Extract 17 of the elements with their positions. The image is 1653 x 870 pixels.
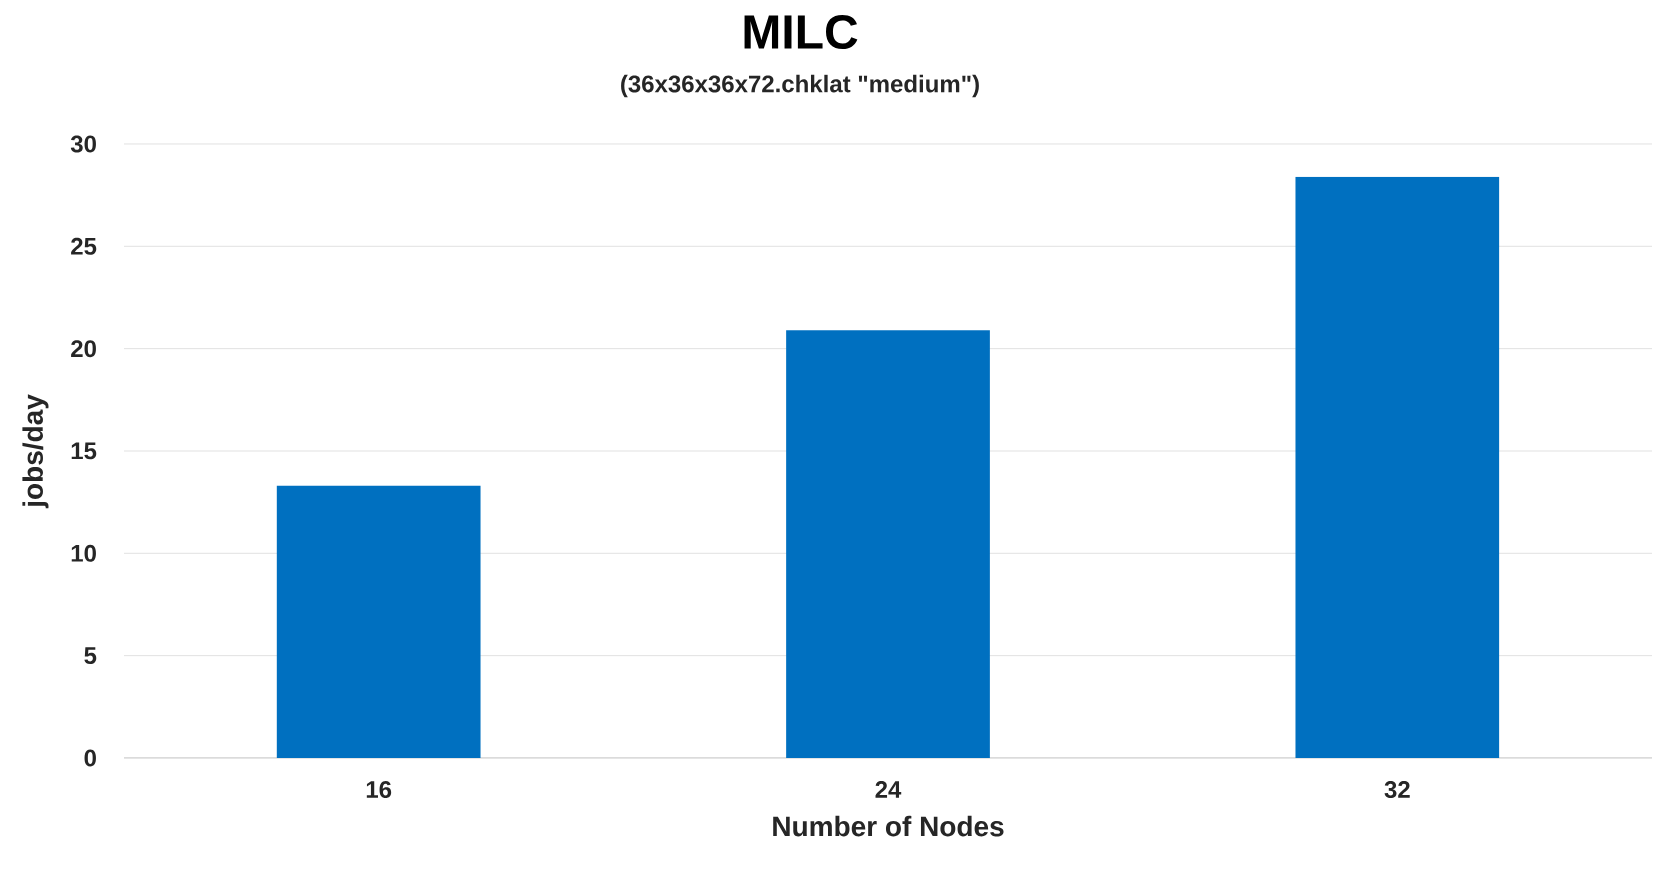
x-axis-title: Number of Nodes <box>773 815 1004 837</box>
y-tick-label: 5 <box>84 647 97 665</box>
x-tick-label: 16 <box>366 781 392 799</box>
y-tick-label: 0 <box>84 749 96 767</box>
y-axis-title: jobs/day <box>22 394 49 509</box>
x-tick-label: 32 <box>1384 781 1410 799</box>
bar <box>1295 176 1500 758</box>
x-tick-label: 24 <box>875 781 902 798</box>
y-tick-label: 30 <box>70 135 96 153</box>
y-tick-label: 15 <box>71 442 97 460</box>
y-tick-label: 20 <box>71 340 96 358</box>
y-tick-label: 10 <box>71 544 96 562</box>
chart-title: MILC <box>744 15 858 49</box>
chart-subtitle: (36x36x36x72.chklat "medium") <box>621 74 979 98</box>
bar <box>276 485 481 758</box>
bar <box>786 330 990 758</box>
y-tick-label: 25 <box>71 237 97 255</box>
